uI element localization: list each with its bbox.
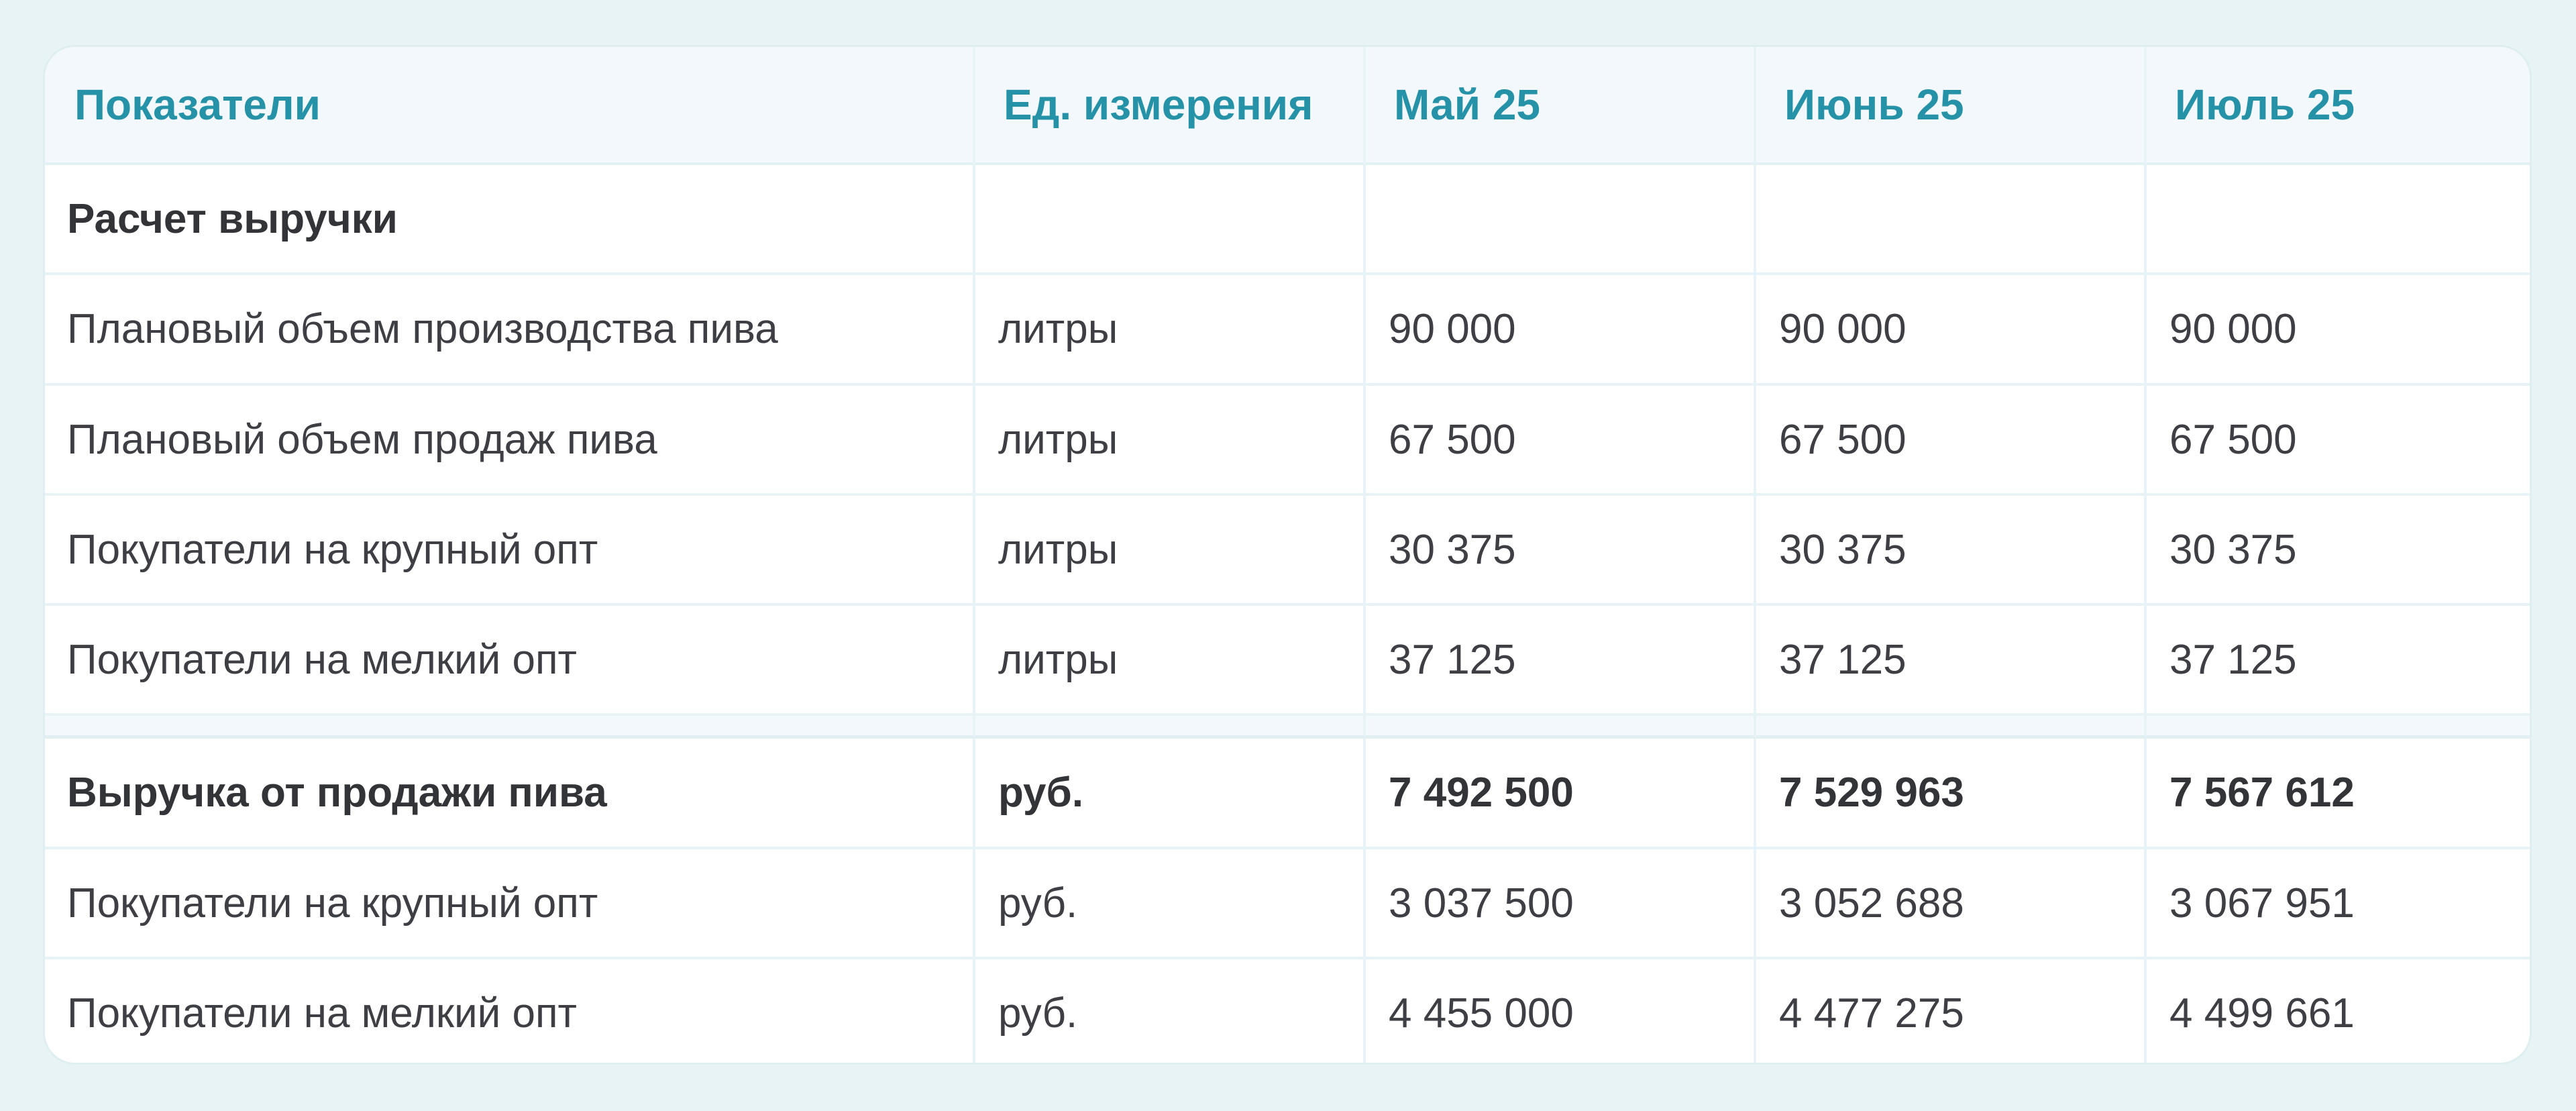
table-cell bbox=[975, 165, 1366, 275]
value-cell-july: 4 499 661 bbox=[2169, 990, 2355, 1037]
row-label: Покупатели на крупный опт bbox=[45, 496, 975, 606]
row-label: Покупатели на мелкий опт bbox=[45, 959, 975, 1063]
column-header-unit: Ед. измерения bbox=[975, 47, 1366, 165]
row-label: Плановый объем производства пива bbox=[45, 275, 975, 386]
row-label: Покупатели на мелкий опт bbox=[45, 606, 975, 716]
column-header-indicators: Показатели bbox=[45, 47, 975, 165]
value-cell-june: 3 052 688 bbox=[1756, 849, 2147, 959]
value-cell-june: 67 500 bbox=[1756, 386, 2147, 496]
unit-cell: руб. bbox=[975, 959, 1366, 1063]
value-cell-may: 4 455 000 bbox=[1366, 959, 1756, 1063]
unit-cell: литры bbox=[975, 496, 1366, 606]
unit-cell: литры bbox=[975, 275, 1366, 386]
value-cell-may: 3 037 500 bbox=[1366, 849, 1756, 959]
column-header-july-25: Июль 25 bbox=[2147, 47, 2530, 165]
spacer-cell bbox=[2147, 716, 2530, 739]
spacer-cell bbox=[45, 716, 975, 739]
table-grid: Показатели Ед. измерения Май 25 Июнь 25 … bbox=[45, 47, 2530, 1063]
value-cell-june: 7 529 963 bbox=[1756, 739, 2147, 849]
table-cell bbox=[2147, 165, 2530, 275]
value-cell-july: 67 500 bbox=[2147, 386, 2530, 496]
table-cell bbox=[1756, 165, 2147, 275]
value-cell-may: 37 125 bbox=[1366, 606, 1756, 716]
value-cell-july: 30 375 bbox=[2147, 496, 2530, 606]
unit-cell: руб. bbox=[975, 849, 1366, 959]
spacer-cell bbox=[1756, 716, 2147, 739]
value-cell-july: 90 000 bbox=[2147, 275, 2530, 386]
value-cell-june: 37 125 bbox=[1756, 606, 2147, 716]
value-cell-june: 4 477 275 bbox=[1756, 959, 2147, 1063]
value-cell-may: 90 000 bbox=[1366, 275, 1756, 386]
row-label: Покупатели на крупный опт bbox=[45, 849, 975, 959]
value-cell-july: 37 125 bbox=[2147, 606, 2530, 716]
row-label: Плановый объем продаж пива bbox=[45, 386, 975, 496]
revenue-table: Показатели Ед. измерения Май 25 Июнь 25 … bbox=[43, 45, 2532, 1065]
row-label: Выручка от продажи пива bbox=[45, 739, 975, 849]
value-cell-june: 90 000 bbox=[1756, 275, 2147, 386]
value-cell-june: 30 375 bbox=[1756, 496, 2147, 606]
unit-cell: литры bbox=[975, 606, 1366, 716]
column-header-may-25: Май 25 bbox=[1366, 47, 1756, 165]
value-cell-july: 3 067 951 bbox=[2147, 849, 2530, 959]
value-cell-may: 30 375 bbox=[1366, 496, 1756, 606]
value-cell-july: 7 567 612 bbox=[2147, 739, 2530, 849]
value-cell-may: 67 500 bbox=[1366, 386, 1756, 496]
spacer-cell bbox=[1366, 716, 1756, 739]
spacer-cell bbox=[975, 716, 1366, 739]
unit-cell: руб. bbox=[975, 739, 1366, 849]
unit-cell: литры bbox=[975, 386, 1366, 496]
column-header-june-25: Июнь 25 bbox=[1756, 47, 2147, 165]
section-title: Расчет выручки bbox=[45, 165, 975, 275]
table-cell bbox=[1366, 165, 1756, 275]
value-cell-may: 7 492 500 bbox=[1366, 739, 1756, 849]
